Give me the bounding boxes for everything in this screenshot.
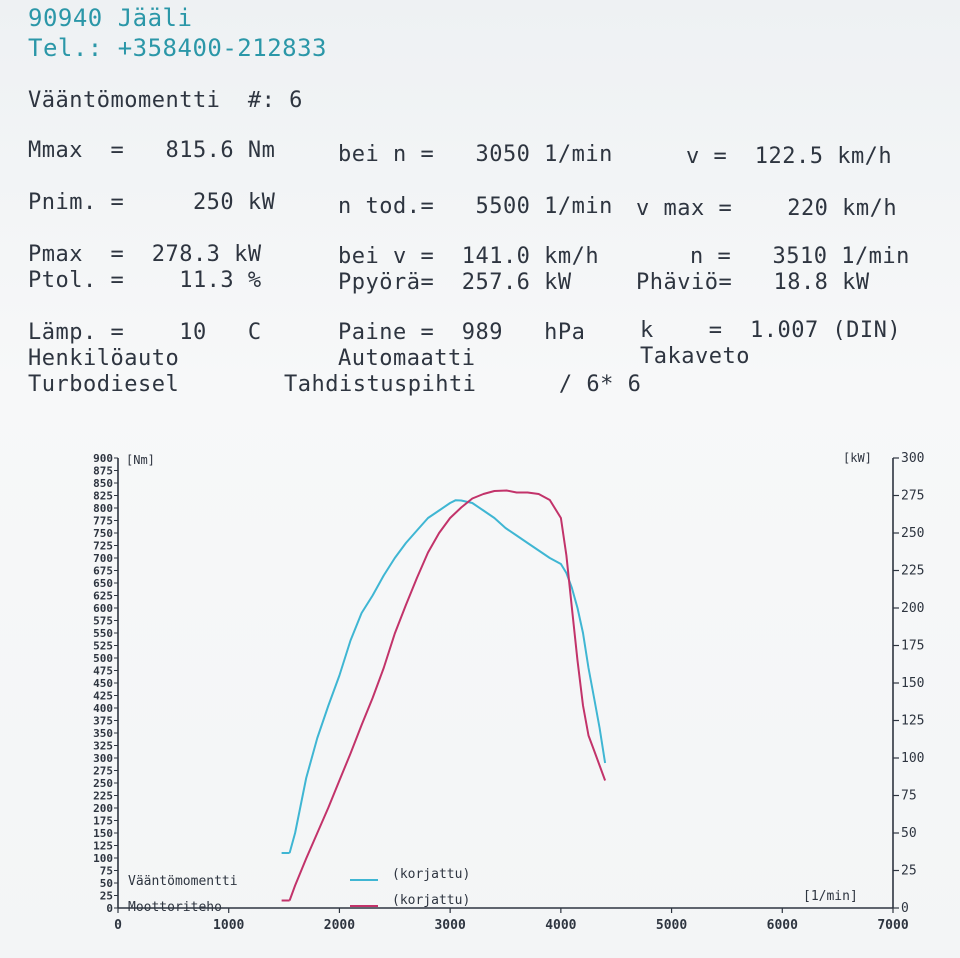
ticks-layer: 0 1000 2000 3000 4000 5000 6000 700030027525022… bbox=[93, 451, 924, 933]
y-left-tick-label: 100 bbox=[93, 852, 113, 865]
y-left-tick-label: 875 bbox=[93, 465, 113, 478]
y-right-tick-label: 175 bbox=[901, 639, 924, 654]
y-left-tick-label: 375 bbox=[93, 715, 113, 728]
power-speed-value: bei v = 141.0 km/h bbox=[338, 244, 600, 269]
ptol-value: Ptol. = 11.3 % bbox=[28, 268, 262, 293]
pnim-value: Pnim. = 250 kW bbox=[28, 190, 276, 215]
axes-layer: [Nm] [kW] [1/min] bbox=[117, 451, 894, 909]
y-left-tick-label: 150 bbox=[93, 827, 113, 840]
y-left-tick-label: 175 bbox=[93, 815, 113, 828]
y-left-tick-label: 125 bbox=[93, 840, 113, 853]
y-left-tick-label: 525 bbox=[93, 640, 113, 653]
drive-type: Takaveto bbox=[640, 344, 750, 369]
transmission-type: Automaatti bbox=[338, 346, 476, 371]
ppyora-value: Ppyörä= 257.6 kW bbox=[338, 270, 572, 295]
y-right-tick-label: 150 bbox=[901, 676, 924, 691]
power-curve bbox=[288, 489, 607, 901]
y-left-tick-label: 625 bbox=[93, 590, 113, 603]
temperature-value: Lämp. = 10 C bbox=[28, 320, 262, 345]
ntod-value: n tod.= 5500 1/min bbox=[338, 194, 613, 219]
y-right-tick-label: 25 bbox=[901, 864, 917, 879]
y-right-tick-label: 50 bbox=[901, 826, 917, 841]
report-title: Vääntömomentti #: 6 bbox=[28, 88, 303, 113]
y-left-tick-label: 850 bbox=[93, 477, 113, 490]
phavio-value: Phäviö= 18.8 kW bbox=[636, 270, 870, 295]
y-left-tick-label: 400 bbox=[93, 702, 113, 715]
y-left-tick-label: 500 bbox=[93, 652, 113, 665]
legend-label: Moottoriteho bbox=[128, 900, 222, 915]
y-left-tick-label: 275 bbox=[93, 765, 113, 778]
y-right-tick-label: 225 bbox=[901, 564, 924, 579]
mmax-value: Mmax = 815.6 Nm bbox=[28, 138, 276, 163]
pmax-value: Pmax = 278.3 kW bbox=[28, 242, 262, 267]
y-left-tick-label: 200 bbox=[93, 802, 113, 815]
x-axis-label: [1/min] bbox=[803, 889, 858, 904]
y-right-tick-label: 250 bbox=[901, 526, 924, 541]
vehicle-type: Henkilöauto bbox=[28, 346, 180, 371]
torque-speed-value: v = 122.5 km/h bbox=[686, 144, 893, 169]
x-tick-label: 6000 bbox=[767, 918, 798, 933]
y-left-tick-label: 775 bbox=[93, 515, 113, 528]
y-right-tick-label: 100 bbox=[901, 751, 924, 766]
legend-label: Vääntömomentti bbox=[128, 874, 238, 889]
x-tick-label: 2000 bbox=[324, 918, 355, 933]
y-left-tick-label: 300 bbox=[93, 752, 113, 765]
torque-rpm-value: bei n = 3050 1/min bbox=[338, 142, 613, 167]
engine-type: Turbodiesel bbox=[28, 372, 180, 397]
y-right-tick-label: 0 bbox=[901, 901, 909, 916]
vmax-value: v max = 220 km/h bbox=[636, 196, 898, 221]
y-right-tick-label: 75 bbox=[901, 789, 917, 804]
y-left-tick-label: 900 bbox=[93, 452, 113, 465]
y-left-tick-label: 350 bbox=[93, 727, 113, 740]
y-left-tick-label: 0 bbox=[106, 902, 113, 915]
x-tick-label: 4000 bbox=[545, 918, 576, 933]
pressure-value: Paine = 989 hPa bbox=[338, 320, 586, 345]
y-left-tick-label: 425 bbox=[93, 690, 113, 703]
y-left-tick-label: 550 bbox=[93, 627, 113, 640]
legend-layer: Vääntömomentti (korjattu) Moottoriteho (kor… bbox=[128, 867, 470, 915]
power-rpm-value: n = 3510 1/min bbox=[690, 244, 910, 269]
y-left-tick-label: 650 bbox=[93, 577, 113, 590]
torque-curve bbox=[288, 499, 607, 854]
legend-note: (korjattu) bbox=[392, 893, 470, 908]
y-right-tick-label: 275 bbox=[901, 489, 924, 504]
y-left-tick-label: 600 bbox=[93, 602, 113, 615]
phone-line: Tel.: +358400-212833 bbox=[28, 34, 327, 62]
y-right-tick-label: 200 bbox=[901, 601, 924, 616]
dyno-chart: [Nm] [kW][1/min] 0 1000 2000 3000 4000 5000 600… bbox=[93, 451, 924, 933]
y-left-tick-label: 75 bbox=[100, 865, 113, 878]
y-left-tick-label: 475 bbox=[93, 665, 113, 678]
y-right-tick-label: 300 bbox=[901, 451, 924, 466]
x-tick-label: 5000 bbox=[656, 918, 687, 933]
y-left-tick-label: 325 bbox=[93, 740, 113, 753]
address-line: 90940 Jääli bbox=[28, 4, 193, 32]
x-tick-label: 3000 bbox=[434, 918, 465, 933]
y-left-tick-label: 50 bbox=[100, 877, 113, 890]
y-right-tick-label: 125 bbox=[901, 714, 924, 729]
clamp-setting: Tahdistuspihti / 6* 6 bbox=[284, 372, 642, 397]
y-left-tick-label: 575 bbox=[93, 615, 113, 628]
x-tick-label: 0 bbox=[114, 918, 122, 933]
series-layer bbox=[281, 489, 607, 902]
correction-factor-value: k = 1.007 (DIN) bbox=[640, 318, 902, 343]
x-tick-label: 7000 bbox=[877, 918, 908, 933]
y-right-label: [kW] bbox=[843, 451, 872, 465]
y-left-tick-label: 675 bbox=[93, 565, 113, 578]
y-left-tick-label: 700 bbox=[93, 552, 113, 565]
y-left-tick-label: 725 bbox=[93, 540, 113, 553]
y-left-tick-label: 225 bbox=[93, 790, 113, 803]
y-left-tick-label: 800 bbox=[93, 502, 113, 515]
y-left-tick-label: 750 bbox=[93, 527, 113, 540]
y-left-label: [Nm] bbox=[126, 453, 155, 467]
y-left-tick-label: 250 bbox=[93, 777, 113, 790]
y-left-tick-label: 25 bbox=[100, 890, 113, 903]
legend-note: (korjattu) bbox=[392, 867, 470, 882]
x-tick-label: 1000 bbox=[213, 918, 244, 933]
y-left-tick-label: 450 bbox=[93, 677, 113, 690]
y-left-tick-label: 825 bbox=[93, 490, 113, 503]
